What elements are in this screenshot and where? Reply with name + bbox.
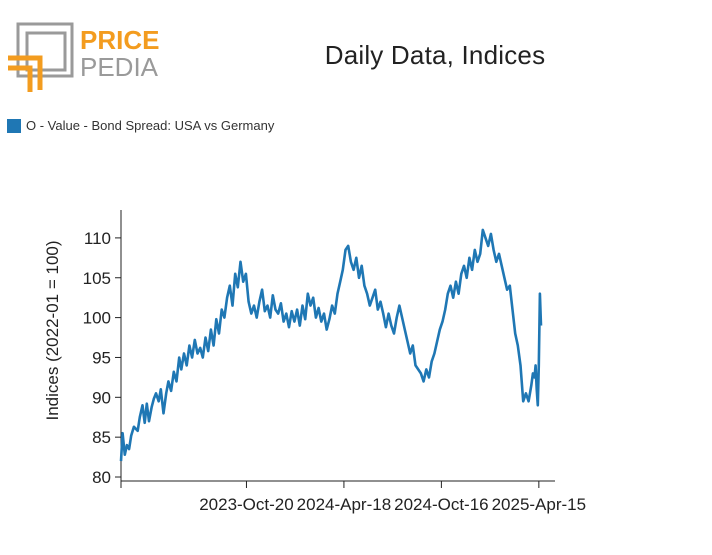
y-tick-label: 110	[84, 229, 111, 248]
chart-title: Daily Data, Indices	[324, 40, 546, 70]
y-tick-label: 95	[92, 348, 111, 367]
y-ticks: 80 85 90 95 100 105 110	[83, 229, 121, 487]
x-ticks: 2023-Oct-20 2024-Apr-18 2024-Oct-16 2025-Ap…	[120, 481, 587, 514]
y-tick-label: 80	[92, 468, 111, 487]
y-axis-label: Indices (2022-01 = 100)	[43, 240, 62, 420]
x-tick-label: 2023-Oct-20	[199, 495, 294, 514]
x-tick-label: 2024-Oct-16	[394, 495, 489, 514]
x-tick-label: 2025-Apr-15	[492, 495, 587, 514]
y-tick-label: 90	[92, 388, 111, 407]
legend: O - Value - Bond Spread: USA vs Germany	[7, 118, 274, 133]
logo-name-bottom: PEDIA	[80, 52, 159, 82]
x-tick-label: 2024-Apr-18	[297, 495, 392, 514]
logo-mark	[8, 22, 74, 92]
series-line	[119, 228, 543, 462]
legend-label: O - Value - Bond Spread: USA vs Germany	[26, 118, 275, 133]
legend-swatch	[7, 118, 21, 133]
y-tick-label: 85	[92, 428, 111, 447]
axes	[120, 210, 555, 482]
y-tick-label: 100	[83, 309, 111, 328]
y-tick-label: 105	[83, 269, 111, 288]
logo-name-top: PRICE	[80, 25, 159, 55]
pricepedia-logo: PRICE PEDIA	[8, 22, 159, 92]
